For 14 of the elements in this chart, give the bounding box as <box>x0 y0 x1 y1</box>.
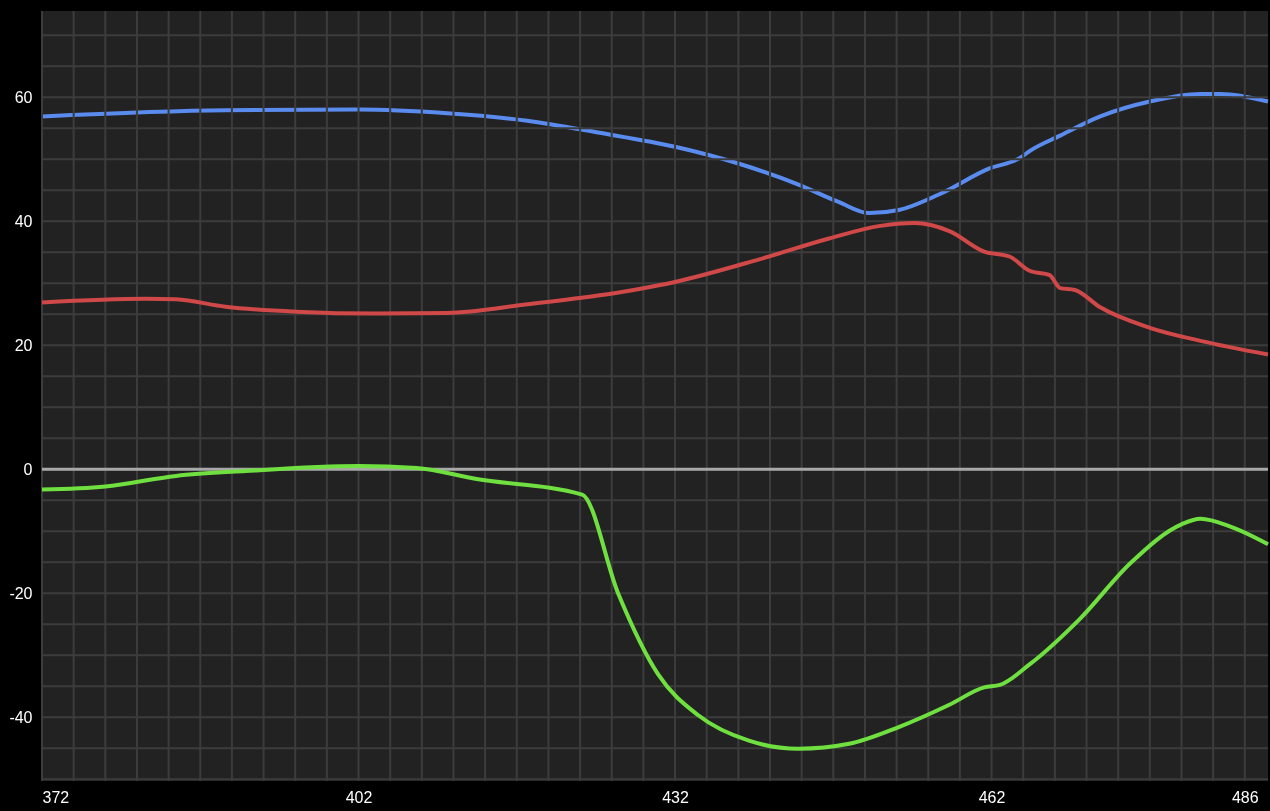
y-tick-label: -20 <box>9 584 33 602</box>
line-series <box>40 221 1270 357</box>
y-tick-label: 40 <box>14 212 33 230</box>
y-tick-label: -40 <box>9 708 33 726</box>
x-tick-label: 432 <box>662 788 689 806</box>
y-tick-label: 60 <box>14 88 33 106</box>
x-tick-label: 486 <box>1231 788 1259 806</box>
line-series <box>40 92 1270 216</box>
x-tick-label: 372 <box>42 788 70 806</box>
y-tick-label: 20 <box>14 336 33 354</box>
x-tick-label: 462 <box>978 788 1006 806</box>
y-tick-label: 0 <box>23 460 33 478</box>
line-series <box>40 464 1270 751</box>
x-tick-label: 402 <box>345 788 373 806</box>
